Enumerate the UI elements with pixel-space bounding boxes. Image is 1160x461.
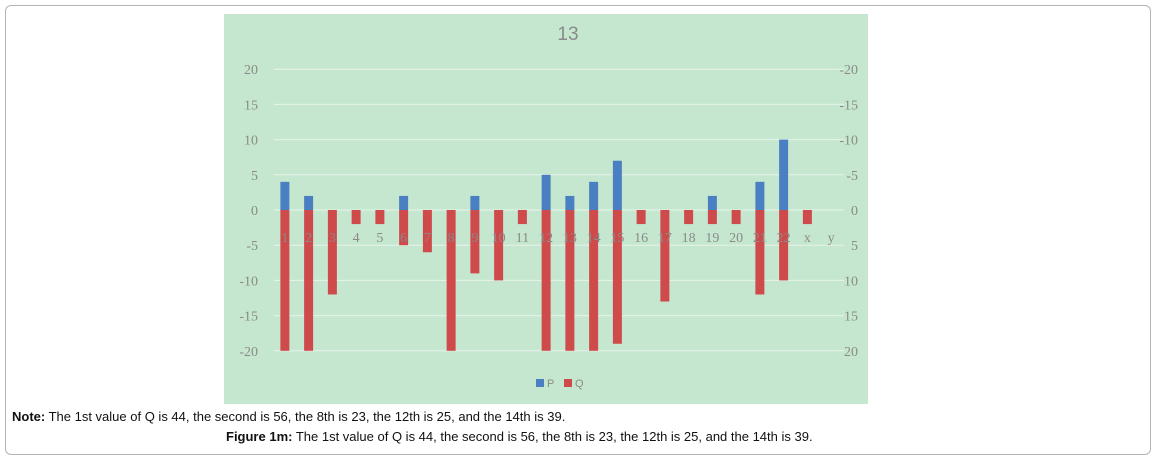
bar-q-x — [802, 210, 812, 225]
bar-p-21 — [755, 181, 765, 210]
y-right-tick-label: -15 — [839, 98, 858, 113]
y-right-tick-label: 5 — [851, 239, 858, 254]
note-body: The 1st value of Q is 44, the second is … — [45, 409, 566, 424]
y-right-tick-label: -20 — [839, 63, 858, 78]
bar-q-9 — [470, 210, 480, 274]
bar-q-12 — [541, 210, 551, 351]
bar-p-9 — [470, 195, 480, 210]
legend-label-p: P — [547, 378, 554, 390]
y-left-tick-label: -10 — [239, 274, 258, 289]
y-left-tick-label: 0 — [251, 204, 258, 219]
bar-q-18 — [684, 210, 694, 225]
x-category-label: 10 — [492, 231, 506, 246]
bar-q-14 — [589, 210, 599, 351]
bar-q-22 — [779, 210, 789, 281]
y-right-tick-label: 10 — [844, 274, 858, 289]
x-category-label: 22 — [777, 231, 791, 246]
bar-q-13 — [565, 210, 575, 351]
y-left-tick-label: 15 — [244, 98, 258, 113]
x-category-label: 7 — [424, 231, 431, 246]
x-category-label: 5 — [376, 231, 383, 246]
x-category-label: 3 — [329, 231, 336, 246]
caption-body: The 1st value of Q is 44, the second is … — [292, 429, 813, 444]
bar-q-21 — [755, 210, 765, 295]
bar-q-5 — [375, 210, 385, 225]
y-right-tick-label: 20 — [844, 345, 858, 360]
bar-q-16 — [636, 210, 646, 225]
bar-q-15 — [612, 210, 622, 344]
legend-swatch-p — [536, 379, 544, 387]
y-left-tick-label: -15 — [239, 310, 258, 325]
bar-p-15 — [612, 160, 622, 210]
y-left-tick-label: -5 — [246, 239, 258, 254]
bar-q-19 — [707, 210, 717, 225]
legend-swatch-q — [564, 379, 572, 387]
x-category-label: 20 — [729, 231, 743, 246]
x-category-label: 11 — [516, 231, 529, 246]
bar-q-7 — [422, 210, 432, 253]
bar-q-1 — [280, 210, 290, 351]
y-right-tick-label: 0 — [851, 204, 858, 219]
bar-q-3 — [327, 210, 337, 295]
x-category-label: 6 — [400, 231, 407, 246]
x-category-label: 19 — [705, 231, 719, 246]
legend-label-q: Q — [575, 378, 584, 390]
y-left-tick-label: 5 — [251, 169, 258, 184]
x-category-label: 1 — [281, 231, 288, 246]
bar-p-13 — [565, 195, 575, 210]
y-right-tick-label: 15 — [844, 310, 858, 325]
x-category-label: 14 — [587, 231, 601, 246]
y-right-tick-label: -10 — [839, 134, 858, 149]
x-category-label: 12 — [539, 231, 553, 246]
bar-q-10 — [494, 210, 504, 281]
bar-q-6 — [399, 210, 409, 246]
x-category-label: 16 — [634, 231, 648, 246]
bar-q-17 — [660, 210, 670, 302]
x-category-label: 8 — [448, 231, 455, 246]
x-category-label: y — [828, 231, 835, 246]
bar-p-19 — [707, 195, 717, 210]
figure-caption: Figure 1m: The 1st value of Q is 44, the… — [226, 429, 813, 444]
bar-p-12 — [541, 174, 551, 210]
x-category-label: 2 — [305, 231, 312, 246]
bar-p-6 — [399, 195, 409, 210]
bar-p-2 — [304, 195, 314, 210]
bar-q-11 — [517, 210, 527, 225]
chart-title: 13 — [557, 24, 578, 45]
bar-q-20 — [731, 210, 741, 225]
bar-p-22 — [779, 139, 789, 210]
y-left-tick-label: -20 — [239, 345, 258, 360]
x-category-label: 17 — [658, 231, 672, 246]
y-left-tick-label: 10 — [244, 134, 258, 149]
x-category-label: 21 — [753, 231, 767, 246]
chart-container: 13 20 15 10 5 0 -5 -10 -15 -20 -20 -15 -10 -5 0 5 10 15… — [224, 14, 868, 404]
caption-label: Figure 1m: — [226, 429, 293, 444]
bar-p-1 — [280, 181, 290, 210]
x-category-label: 9 — [471, 231, 478, 246]
figure-frame — [5, 5, 1151, 455]
x-category-label: x — [804, 231, 811, 246]
bar-q-8 — [446, 210, 456, 351]
x-category-label: 13 — [563, 231, 577, 246]
bar-q-2 — [304, 210, 314, 351]
y-left-tick-label: 20 — [244, 63, 258, 78]
note-label: Note: — [12, 409, 46, 424]
x-category-label: 4 — [353, 231, 360, 246]
x-category-label: 15 — [610, 231, 624, 246]
y-right-tick-label: -5 — [846, 169, 858, 184]
bar-p-14 — [589, 181, 599, 210]
note-text: Note: The 1st value of Q is 44, the seco… — [12, 409, 565, 424]
bar-q-4 — [351, 210, 361, 225]
x-category-label: 18 — [682, 231, 696, 246]
